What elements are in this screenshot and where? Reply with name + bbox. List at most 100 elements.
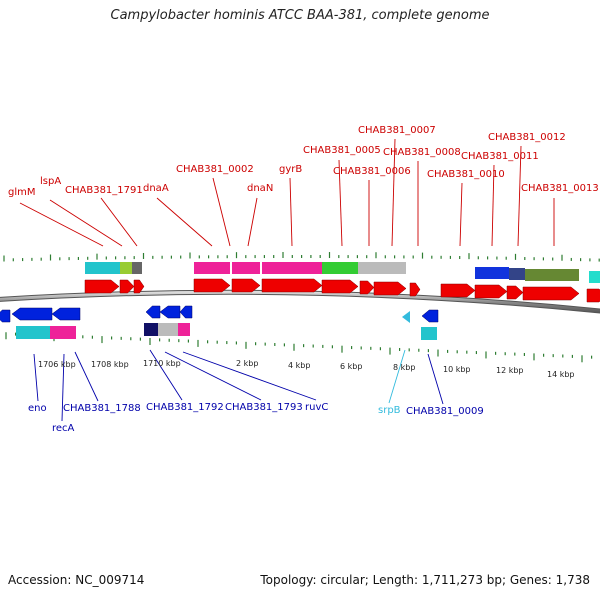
gene-label: eno	[28, 403, 47, 414]
forward-gene-arrow	[409, 282, 421, 297]
domain-box	[232, 262, 260, 274]
gene-label: CHAB381_1792	[146, 402, 224, 413]
tick-label: 1708 kbp	[91, 360, 129, 369]
forward-gene-arrow	[373, 281, 407, 296]
leader-line	[212, 177, 231, 247]
leader-line	[459, 182, 463, 247]
domain-box	[178, 323, 190, 336]
tick-labels: 1706 kbp 1708 kbp 1710 kbp 2 kbp 4 kbp 6 kbp 8…	[38, 359, 575, 379]
reverse-gene-arrow	[179, 305, 193, 319]
reverse-gene-arrow	[51, 307, 81, 321]
domain-box	[120, 262, 132, 274]
leader-line	[61, 353, 65, 422]
tick-label: 4 kbp	[288, 361, 310, 370]
gene-label: lspA	[40, 176, 61, 187]
domain-box	[421, 327, 437, 340]
forward-gene-arrow	[84, 279, 120, 294]
tick-label: 1706 kbp	[38, 360, 76, 369]
domain-box	[158, 323, 178, 336]
forward-gene-arrow	[321, 279, 359, 294]
gene-label: dnaA	[143, 183, 169, 194]
leader-line	[388, 349, 406, 404]
leader-line	[74, 351, 99, 402]
reverse-gene-arrow	[421, 309, 439, 323]
leader-line	[491, 164, 495, 247]
reverse-gene-arrow	[0, 309, 11, 323]
tick-label: 6 kbp	[340, 362, 362, 371]
reverse-gene-arrow	[11, 307, 53, 321]
gene-label: CHAB381_0010	[427, 169, 505, 180]
reverse-gene-arrow	[159, 305, 181, 319]
domain-box	[525, 269, 579, 281]
rna-arrow	[402, 311, 410, 323]
reverse-gene-arrow	[145, 305, 161, 319]
forward-gene-arrow	[586, 288, 600, 303]
gene-label: recA	[52, 423, 75, 434]
genome-info-text: Topology: circular; Length: 1,711,273 bp…	[260, 573, 590, 587]
domain-box	[16, 326, 50, 339]
forward-gene-arrow	[133, 279, 145, 294]
gene-label: CHAB381_0009	[406, 406, 484, 417]
tick-marks-inner	[5, 332, 593, 363]
domain-box	[50, 326, 76, 339]
gene-label: CHAB381_0013	[521, 183, 599, 194]
domain-box	[509, 268, 525, 280]
gene-label: CHAB381_0007	[358, 125, 436, 136]
leader-line	[156, 197, 213, 247]
forward-gene-arrow	[261, 278, 323, 293]
leader-line	[19, 202, 104, 247]
map-title: Campylobacter hominis ATCC BAA-381, comp…	[110, 8, 490, 23]
domain-box	[322, 262, 358, 274]
tick-label: 12 kbp	[496, 366, 524, 375]
gene-labels: glmM lspA CHAB381_1791 dnaA CHAB381_0002 dnaN…	[8, 125, 599, 434]
domain-box	[475, 267, 509, 279]
gene-label: CHAB381_1793	[225, 402, 303, 413]
gene-label: CHAB381_0008	[383, 147, 461, 158]
gene-label: ruvC	[305, 402, 328, 413]
leader-line	[391, 138, 396, 247]
feature-track	[0, 262, 600, 340]
leader-line	[517, 145, 522, 247]
forward-gene-arrow	[440, 283, 476, 298]
tick-label: 8 kbp	[393, 363, 415, 372]
gene-label: dnaN	[247, 183, 273, 194]
forward-gene-arrow	[506, 285, 524, 300]
leader-line	[338, 159, 343, 247]
leader-line	[427, 353, 444, 405]
label-leader-lines	[19, 138, 555, 422]
gene-label: gyrB	[279, 164, 302, 175]
leader-line	[33, 353, 39, 402]
gene-label: CHAB381_0011	[461, 151, 539, 162]
gene-label: CHAB381_1788	[63, 403, 141, 414]
forward-gene-arrow	[193, 278, 231, 293]
tick-label: 14 kbp	[547, 370, 575, 379]
domain-box	[132, 262, 142, 274]
gene-label: srpB	[378, 405, 401, 416]
domain-box	[589, 271, 600, 283]
accession-text: Accession: NC_009714	[8, 573, 145, 587]
gene-label: CHAB381_0002	[176, 164, 254, 175]
leader-line	[182, 351, 317, 401]
domain-box	[194, 262, 230, 274]
forward-gene-arrow	[359, 280, 375, 295]
gene-label: CHAB381_0006	[333, 166, 411, 177]
gene-label: CHAB381_0012	[488, 132, 566, 143]
domain-box	[144, 323, 158, 336]
forward-gene-arrow	[522, 286, 580, 301]
genome-backbone	[0, 289, 600, 314]
domain-box	[262, 262, 322, 274]
leader-line	[247, 197, 258, 247]
leader-line	[49, 199, 123, 247]
gene-label: CHAB381_1791	[65, 185, 143, 196]
gene-label: glmM	[8, 187, 36, 198]
gene-label: CHAB381_0005	[303, 145, 381, 156]
leader-line	[164, 351, 262, 401]
forward-gene-arrow	[119, 279, 135, 294]
tick-label: 2 kbp	[236, 359, 258, 368]
leader-line	[289, 177, 293, 247]
forward-gene-arrow	[231, 278, 261, 293]
leader-line	[149, 349, 183, 401]
domain-box	[358, 262, 406, 274]
